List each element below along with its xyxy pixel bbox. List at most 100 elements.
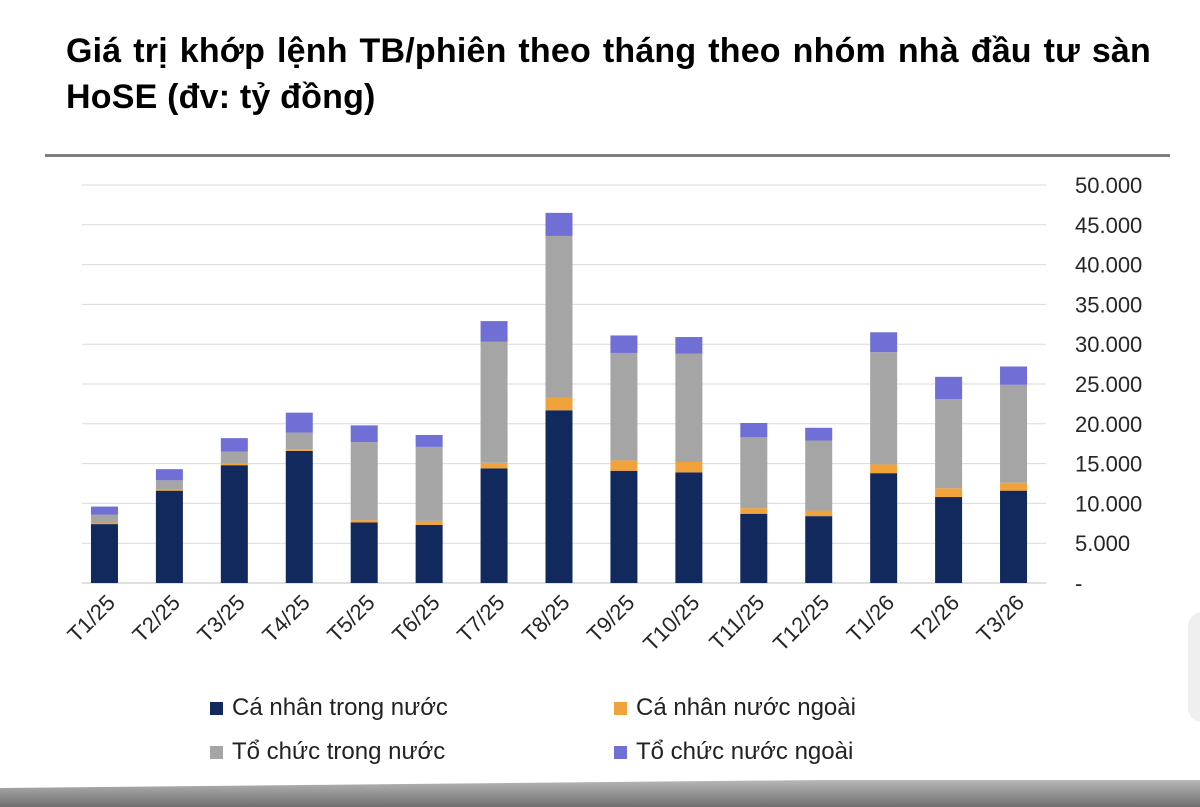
bar-segment-2 — [285, 449, 313, 451]
bar-segment-1 — [740, 513, 768, 583]
bar-segment-3 — [285, 432, 313, 450]
legend-swatch — [614, 701, 627, 715]
bar-segment-1 — [675, 472, 703, 583]
bar-segment-4 — [285, 412, 313, 433]
x-tick-label: T10/25 — [638, 590, 704, 656]
bar-segment-2 — [740, 508, 768, 514]
legend-label: Tổ chức trong nước — [232, 738, 446, 765]
y-tick-label: - — [1075, 571, 1082, 596]
legend-item-ca-nhan-nuoc-ngoai: Cá nhân nước ngoài — [614, 694, 856, 722]
bar-segment-1 — [805, 516, 833, 583]
bar-segment-3 — [220, 451, 248, 464]
x-tick-label: T6/25 — [387, 590, 444, 647]
bar-segment-4 — [740, 423, 768, 438]
bar-segment-3 — [415, 446, 443, 521]
y-tick-label: 40.000 — [1075, 253, 1142, 278]
stacked-bar-chart: - 5.000 10.000 15.000 20.000 25.000 30.000 35.0… — [63, 173, 1143, 656]
bar-segment-4 — [220, 438, 248, 452]
bar-segment-4 — [545, 212, 573, 236]
legend-label: Cá nhân trong nước — [232, 694, 448, 721]
legend-swatch — [210, 701, 223, 715]
bar-segment-1 — [870, 473, 898, 583]
bar-segment-2 — [805, 510, 833, 517]
legend-swatch — [210, 745, 223, 759]
bar-segment-1 — [285, 450, 313, 583]
x-tick-label: T4/25 — [257, 590, 314, 647]
x-tick-label: T1/25 — [63, 590, 120, 647]
y-tick-label: 15.000 — [1075, 452, 1142, 477]
legend-label: Tổ chức nước ngoài — [636, 738, 854, 765]
x-tick-label: T2/25 — [127, 590, 184, 647]
x-tick-label: T7/25 — [452, 590, 509, 647]
bar-segment-3 — [90, 514, 118, 523]
y-tick-label: 30.000 — [1075, 332, 1142, 357]
bar-segment-4 — [155, 469, 183, 481]
bar-segment-2 — [480, 462, 508, 469]
x-tick-label: T12/25 — [768, 590, 834, 656]
bar-segment-3 — [870, 352, 898, 465]
legend-swatch — [614, 745, 627, 759]
x-tick-label: T3/25 — [192, 590, 249, 647]
legend-label: Cá nhân nước ngoài — [636, 694, 856, 721]
bar-segment-4 — [415, 434, 443, 447]
bar-segment-1 — [545, 410, 573, 583]
bar-segment-4 — [935, 376, 963, 400]
y-tick-label: 25.000 — [1075, 372, 1142, 397]
y-tick-label: 45.000 — [1075, 213, 1142, 238]
bar-segment-4 — [90, 506, 118, 515]
bar-segment-2 — [90, 522, 118, 525]
bar-segment-1 — [935, 497, 963, 583]
legend-item-to-chuc-nuoc-ngoai: Tổ chức nước ngoài — [614, 738, 853, 766]
bar-segment-3 — [1000, 384, 1028, 483]
bar-segment-3 — [480, 341, 508, 463]
bar-segment-2 — [350, 520, 378, 523]
bar-segment-1 — [220, 465, 248, 583]
bar-segment-3 — [610, 352, 638, 461]
x-tick-label: T3/26 — [972, 590, 1029, 647]
bar-segment-1 — [155, 490, 183, 583]
title-divider — [45, 154, 1170, 157]
bar-segment-1 — [415, 524, 443, 583]
x-tick-label: T1/26 — [842, 590, 899, 647]
bar-segment-4 — [1000, 366, 1028, 385]
x-tick-label: T2/26 — [907, 590, 964, 647]
bar-segment-2 — [545, 397, 573, 411]
bar-segment-3 — [350, 442, 378, 521]
y-tick-label: 10.000 — [1075, 491, 1142, 516]
y-tick-label: 35.000 — [1075, 292, 1142, 317]
x-tick-label: T5/25 — [322, 590, 379, 647]
legend-item-ca-nhan-trong-nuoc: Cá nhân trong nước — [210, 694, 448, 722]
bar-segment-3 — [935, 399, 963, 489]
bar-segment-3 — [740, 437, 768, 509]
bar-segment-2 — [220, 463, 248, 466]
bar-segment-3 — [805, 440, 833, 511]
bar-segment-2 — [415, 520, 443, 525]
bar-segment-4 — [675, 337, 703, 354]
bar-segment-4 — [610, 335, 638, 353]
bar-segment-1 — [350, 522, 378, 583]
bar-segment-3 — [545, 235, 573, 398]
bar-segment-2 — [155, 489, 183, 491]
bar-segment-2 — [870, 464, 898, 474]
y-tick-label: 5.000 — [1075, 531, 1130, 556]
bar-segment-3 — [675, 353, 703, 463]
x-tick-label: T11/25 — [704, 590, 769, 655]
edge-decoration — [1188, 612, 1200, 722]
bar-segment-4 — [350, 425, 378, 443]
footer-band — [0, 780, 1200, 807]
legend-item-to-chuc-trong-nuoc: Tổ chức trong nước — [210, 738, 445, 766]
bar-segment-1 — [90, 524, 118, 583]
bar-segment-1 — [610, 470, 638, 583]
bar-segment-4 — [805, 427, 833, 441]
chart-title: Giá trị khớp lệnh TB/phiên theo tháng th… — [66, 32, 1151, 116]
bar-segment-2 — [1000, 482, 1028, 491]
y-tick-label: 50.000 — [1075, 173, 1142, 198]
bar-segment-2 — [675, 462, 703, 473]
bar-segment-4 — [480, 321, 508, 342]
y-tick-label: 20.000 — [1075, 412, 1142, 437]
bar-segment-2 — [935, 488, 963, 498]
bar-segment-1 — [1000, 490, 1028, 583]
x-tick-label: T8/25 — [517, 590, 574, 647]
bar-segment-4 — [870, 332, 898, 353]
x-tick-label: T9/25 — [582, 590, 639, 647]
